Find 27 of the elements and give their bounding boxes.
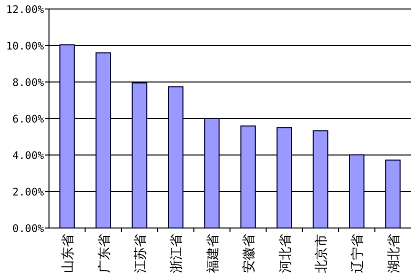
x-tick-label: 福建省	[206, 234, 221, 273]
bar	[96, 52, 112, 228]
y-tick-label: 8.00%	[12, 77, 45, 89]
bar	[168, 86, 184, 228]
x-tick-label: 湖北省	[386, 234, 402, 273]
bar	[385, 160, 401, 228]
x-tick-label: 山东省	[61, 234, 76, 273]
x-tick-label: 江苏省	[134, 234, 148, 273]
y-tick-label: 0.00%	[12, 223, 45, 235]
x-tick-label: 河北省	[278, 234, 294, 273]
bar	[204, 118, 220, 228]
y-tick-label: 6.00%	[12, 114, 45, 126]
bar	[348, 154, 364, 228]
bar	[132, 82, 148, 228]
x-tick-label: 辽宁省	[350, 234, 366, 273]
bar	[312, 130, 328, 228]
y-tick-label: 12.00%	[6, 4, 45, 16]
x-tick-label: 北京市	[314, 234, 330, 273]
x-tick-label: 广东省	[97, 234, 112, 273]
y-tick-label: 4.00%	[12, 150, 45, 162]
bar	[59, 44, 75, 228]
x-tick-label: 浙江省	[170, 234, 185, 273]
y-tick-label: 2.00%	[12, 186, 45, 198]
bar	[240, 125, 256, 228]
y-tick-label: 10.00%	[6, 40, 45, 52]
bar	[276, 127, 292, 228]
x-tick-label: 安徽省	[241, 234, 258, 273]
